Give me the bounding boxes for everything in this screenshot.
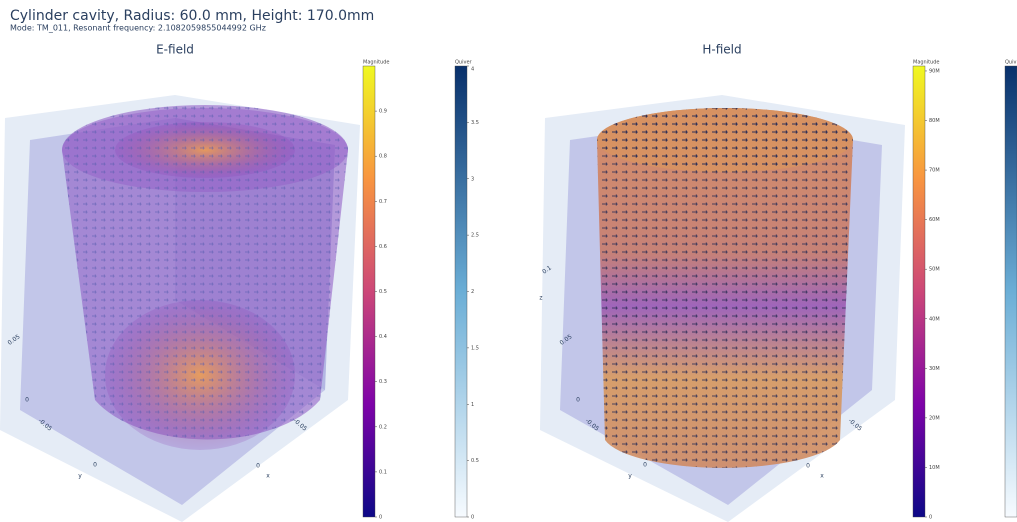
panel-title: H-field [702,43,741,57]
colorbar-tick-label: 1 [471,402,474,408]
axis-tick-label: 0 [806,463,810,470]
axis-tick-label: 0 [643,462,647,469]
axis-tick-label: y [628,473,632,480]
panel-title: E-field [156,43,194,57]
colorbar-title: Quiver [455,60,473,66]
colorbar-tick-label: 0.1 [379,469,387,475]
scene [0,95,360,522]
colorbar-tick-label: 70M [929,168,940,174]
subtitle: Mode: TM_011, Resonant frequency: 2.1082… [10,24,266,33]
colorbar-tick-label: 1.5 [471,345,479,351]
axis-tick-label: 0 [93,462,97,469]
colorbar-tick-label: 10M [929,465,940,471]
colorbar [913,66,925,517]
colorbar-tick-label: 0.9 [379,109,387,115]
colorbar-tick-label: 50M [929,267,940,273]
colorbar-tick-label: 90M [929,68,940,74]
axis-tick-label: z [539,295,542,302]
colorbar-tick-label: 3 [471,176,474,182]
colorbar-title: Magnitude [363,60,390,66]
axis-tick-label: x [820,473,824,480]
colorbar-title: Quiv [1005,60,1016,66]
colorbar [363,66,375,517]
colorbar-tick-label: 4 [471,67,474,73]
axis-tick-label: x [266,473,270,480]
axis-tick-label: y [78,473,82,480]
colorbar [1005,66,1017,517]
colorbar [455,66,467,517]
colorbar-tick-label: 0 [929,515,932,521]
colorbar-tick-label: 0.5 [471,458,479,464]
figure: Cylinder cavity, Radius: 60.0 mm, Height… [0,0,1017,522]
colorbar-tick-label: 0.8 [379,154,387,160]
colorbar-tick-label: 2.5 [471,233,479,239]
colorbar-tick-label: 2 [471,289,474,295]
colorbar-tick-label: 0.7 [379,199,387,205]
title: Cylinder cavity, Radius: 60.0 mm, Height… [10,8,374,24]
colorbar-tick-label: 20M [929,415,940,421]
colorbar-tick-label: 40M [929,316,940,322]
colorbar-tick-label: 0.6 [379,244,387,250]
axis-tick-label: 0 [25,397,29,404]
colorbar-tick-label: 30M [929,366,940,372]
axis-tick-label: 0 [256,463,260,470]
colorbar-tick-label: 80M [929,118,940,124]
axis-tick-label: 0 [576,397,580,404]
scene [540,95,905,522]
colorbar-tick-label: 60M [929,217,940,223]
colorbar-tick-label: 0.3 [379,379,387,385]
colorbar-tick-label: 0 [471,515,474,521]
colorbar-tick-label: 0 [379,515,382,521]
colorbar-tick-label: 0.2 [379,424,387,430]
colorbar-tick-label: 0.5 [379,289,387,295]
colorbar-title: Magnitude [913,60,940,66]
colorbar-tick-label: 3.5 [471,120,479,126]
colorbar-tick-label: 0.4 [379,334,387,340]
